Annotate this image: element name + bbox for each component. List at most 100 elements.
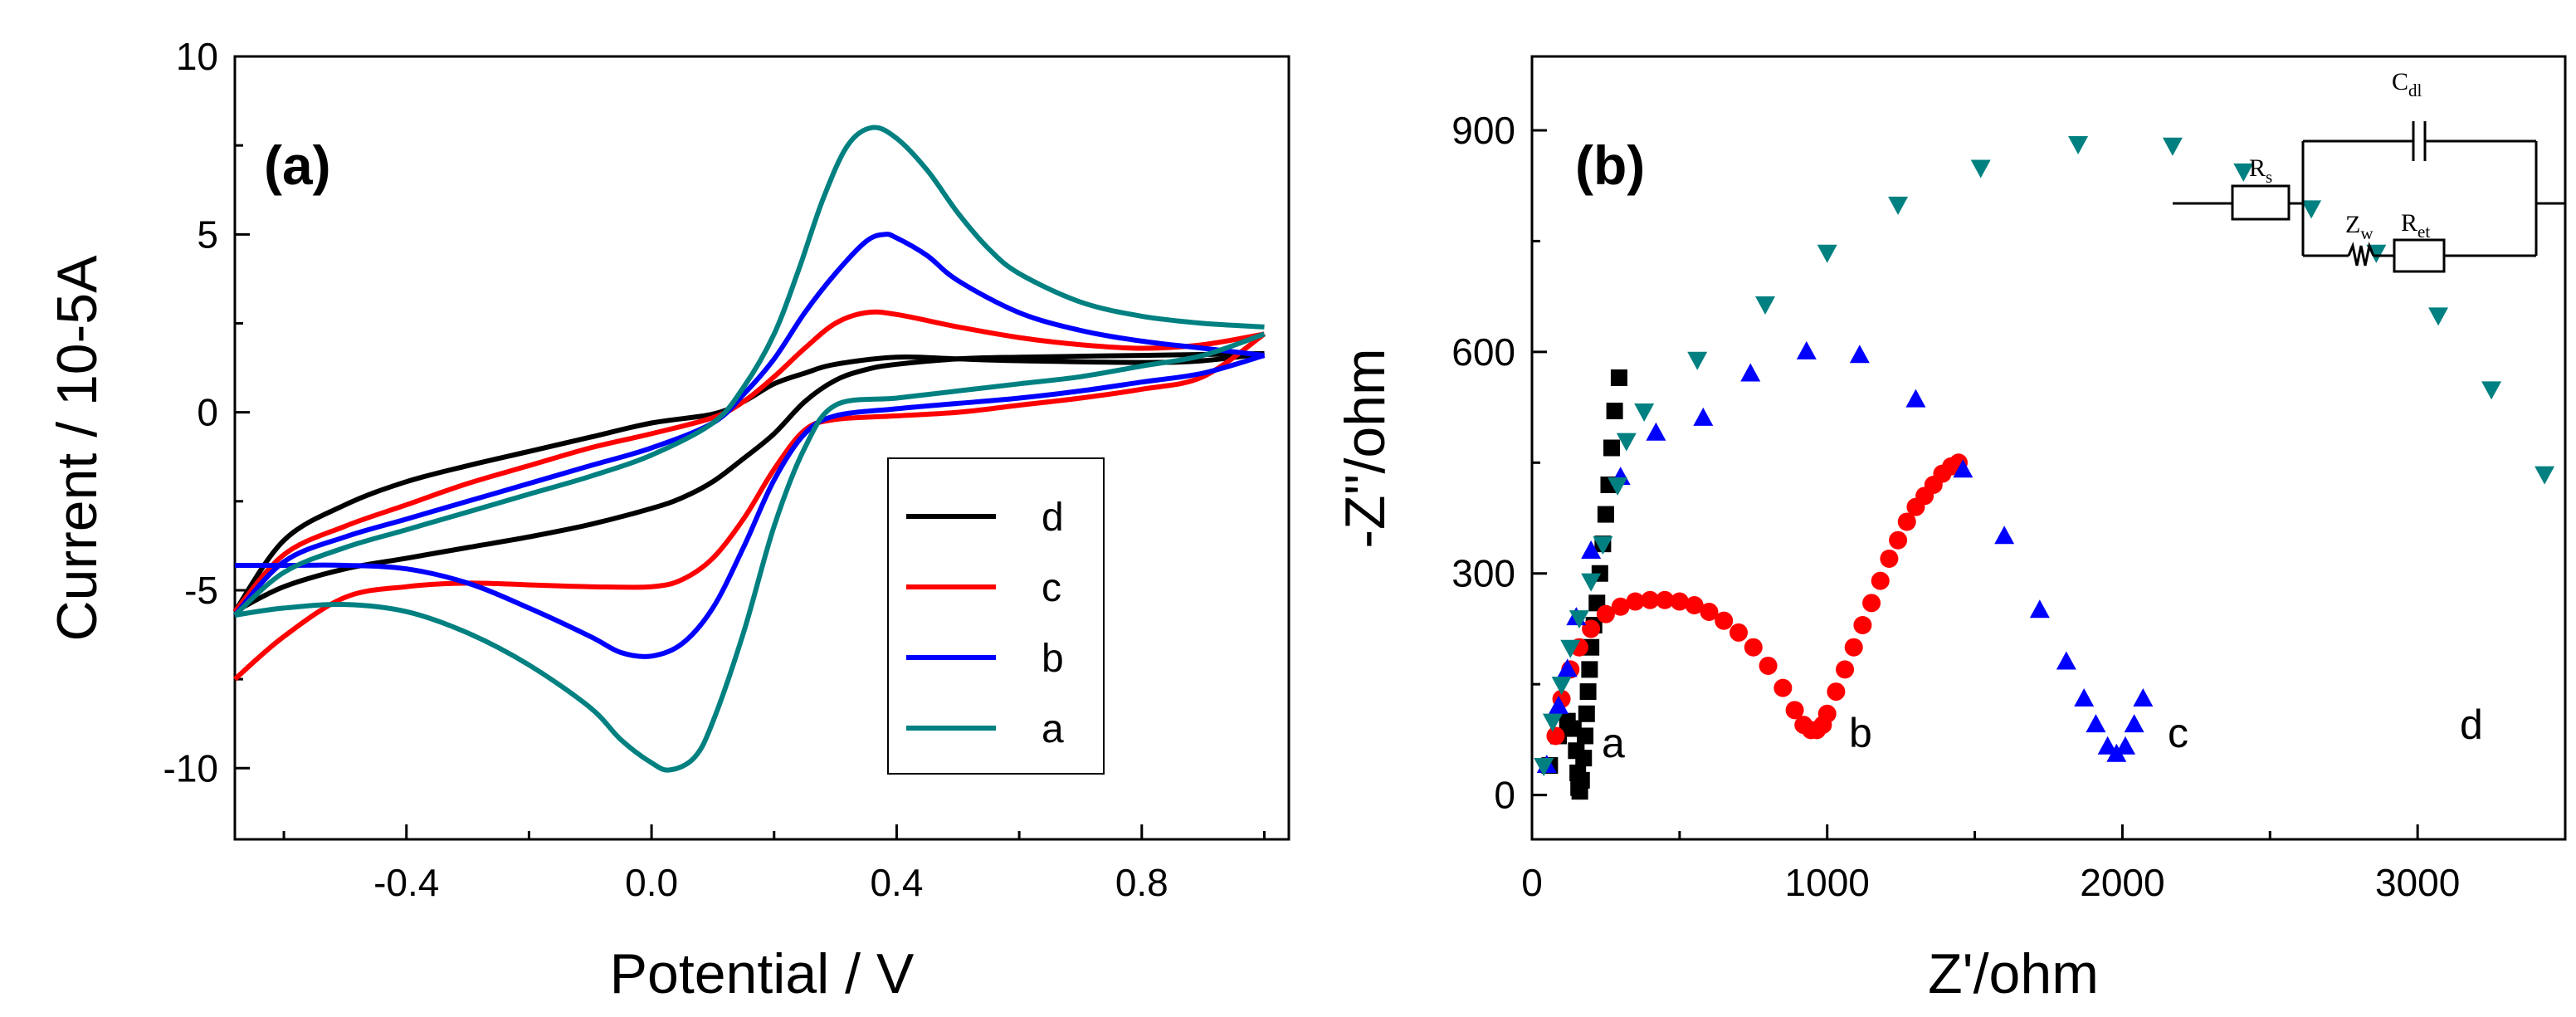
eis-point-d	[1687, 351, 1708, 370]
eis-point-a	[1578, 705, 1595, 722]
series-label-a: a	[1602, 720, 1625, 766]
eis-point-b	[1546, 726, 1565, 746]
circuit-resistor-ret	[2393, 238, 2446, 273]
x-tick-label: 2000	[2080, 861, 2164, 904]
y-tick-label: -10	[163, 746, 218, 790]
eis-point-a	[1575, 750, 1593, 767]
eis-point-b	[1700, 602, 1719, 621]
equivalent-circuit-diagram	[2173, 121, 2565, 273]
panel-b-points	[1534, 135, 2555, 800]
y-tick-label: 900	[1451, 109, 1515, 152]
circuit-resistor-rs	[2231, 184, 2291, 221]
eis-point-b	[1582, 619, 1601, 638]
circuit-label-ret: Ret	[2401, 209, 2430, 242]
eis-point-b	[1836, 660, 1855, 679]
panel-a-cv-chart: -0.4 0.0 0.4 0.8 -10 -5 0 5 10 (a) Potential / V…	[46, 35, 1290, 1005]
eis-point-c	[2115, 736, 2135, 755]
eis-point-b	[1641, 590, 1660, 609]
eis-point-a	[1581, 661, 1598, 678]
cv-curve-b-forward	[234, 353, 1266, 659]
panel-a-curves	[232, 125, 1266, 773]
eis-point-d	[1616, 433, 1637, 452]
eis-point-d	[1817, 244, 1837, 263]
eis-point-b	[1773, 678, 1793, 697]
cv-curve-c-forward	[233, 331, 1266, 682]
x-tick-label: 1000	[1785, 861, 1870, 904]
cv-curve-c-reverse	[232, 309, 1266, 614]
eis-point-d	[1634, 403, 1655, 423]
eis-point-a	[1577, 727, 1594, 745]
eis-point-b	[1853, 616, 1872, 635]
eis-point-d	[2428, 307, 2449, 326]
panel-b-x-axis-title: Z'/ohm	[1928, 942, 2099, 1005]
panel-a-y-axis-title: Current / 10-5A	[46, 255, 109, 642]
eis-point-c	[2056, 651, 2076, 670]
eis-point-a	[1610, 369, 1627, 386]
eis-point-d	[1534, 758, 1554, 777]
eis-point-c	[1646, 422, 1666, 441]
eis-point-c	[2029, 599, 2050, 619]
eis-point-d	[1569, 610, 1589, 629]
panel-b-tick-labels: 0 1000 2000 3000 0 300 600 900	[1451, 109, 2460, 904]
eis-point-a	[1573, 771, 1590, 789]
legend-label-b: b	[1042, 637, 1064, 681]
eis-point-d	[1581, 573, 1602, 592]
y-tick-label: 300	[1451, 552, 1515, 595]
eis-point-b	[1785, 701, 1804, 720]
eis-point-d	[1755, 296, 1776, 315]
eis-point-d	[2535, 466, 2555, 485]
eis-point-b	[1626, 592, 1645, 611]
x-tick-label: 0.0	[625, 861, 678, 904]
cv-curve-a-forward	[234, 331, 1266, 773]
eis-point-c	[2074, 687, 2095, 707]
eis-point-d	[1888, 196, 1909, 215]
eis-point-d	[2481, 381, 2502, 400]
y-tick-label: 0	[197, 391, 218, 434]
eis-point-c	[1549, 695, 1569, 714]
eis-point-d	[2233, 163, 2254, 182]
x-tick-label: 0	[1521, 861, 1543, 904]
panel-b-ticks	[1530, 129, 2567, 839]
panel-b-label: (b)	[1575, 134, 1645, 196]
legend-label-a: a	[1042, 707, 1064, 751]
circuit-warburg-element	[2347, 241, 2375, 266]
eis-point-d	[2068, 135, 2089, 154]
eis-point-c	[1796, 340, 1817, 359]
eis-point-c	[2124, 714, 2144, 733]
eis-point-b	[1656, 590, 1675, 609]
eis-point-d	[1542, 713, 1563, 732]
panel-a-ticks	[235, 55, 1266, 839]
eis-point-a	[1606, 403, 1623, 420]
eis-point-c	[2133, 687, 2154, 707]
eis-point-b	[1715, 611, 1734, 630]
y-tick-label: 5	[197, 213, 218, 256]
panel-a-legend: d c b a	[887, 457, 1105, 775]
eis-point-b	[1862, 594, 1881, 613]
eis-point-c	[1994, 526, 2015, 545]
eis-point-a	[1603, 439, 1621, 457]
eis-point-c	[1557, 658, 1578, 677]
eis-point-d	[1970, 159, 1991, 178]
eis-point-d	[1551, 677, 1572, 696]
cv-curve-a-reverse	[232, 125, 1265, 618]
eis-point-b	[1880, 549, 1899, 568]
eis-point-d	[2162, 137, 2183, 156]
panel-a-label: (a)	[264, 134, 331, 196]
panel-b-eis-chart: 0 1000 2000 3000 0 300 600 900 (b) Z'/ohm -Z''/…	[1334, 55, 2567, 1005]
eis-point-b	[1670, 592, 1689, 611]
eis-point-b	[1817, 704, 1837, 723]
y-tick-label: 10	[176, 35, 218, 78]
eis-point-b	[1730, 623, 1748, 642]
eis-point-b	[1889, 531, 1908, 550]
eis-point-b	[1897, 512, 1916, 531]
cv-curve-b-reverse	[232, 232, 1265, 618]
circuit-label-zw: Zw	[2345, 211, 2374, 243]
eis-point-b	[1827, 682, 1846, 702]
eis-point-b	[1744, 638, 1763, 657]
eis-point-a	[1597, 506, 1614, 523]
eis-point-b	[1759, 656, 1778, 675]
eis-point-c	[1953, 459, 1973, 478]
x-tick-label: 0.8	[1115, 861, 1168, 904]
eis-point-b	[1611, 597, 1630, 616]
